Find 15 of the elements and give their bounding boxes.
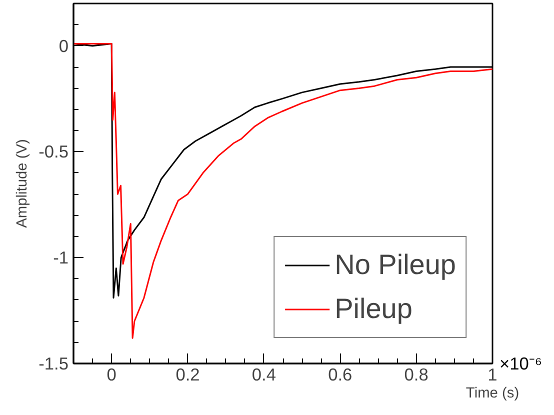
x-tick-label: 1 xyxy=(488,364,498,384)
y-axis-title: Amplitude (V) xyxy=(14,139,31,228)
x-tick-label: 0 xyxy=(106,364,116,384)
y-tick-label: -1.5 xyxy=(38,354,68,374)
y-tick-label: -1 xyxy=(53,248,69,268)
x-axis-title: Time (s) xyxy=(466,386,520,402)
legend-label: Pileup xyxy=(334,292,412,326)
y-tick-label: -0.5 xyxy=(38,142,68,162)
x-tick-label: 0.6 xyxy=(328,364,352,384)
legend-label: No Pileup xyxy=(334,248,456,282)
x-tick-label: 0.4 xyxy=(252,364,276,384)
y-tick-label: 0 xyxy=(58,36,69,56)
x-tick-label: 0.2 xyxy=(176,364,200,384)
text: ×10⁻⁶ xyxy=(500,354,542,374)
x-tick-label: 0.8 xyxy=(404,364,428,384)
